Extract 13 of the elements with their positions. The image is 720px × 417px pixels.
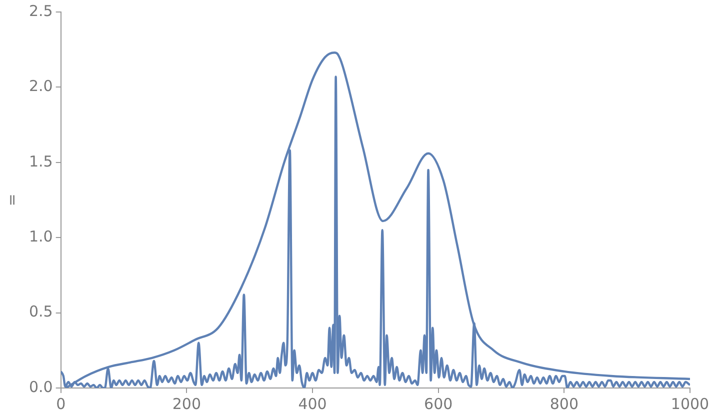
y-tick-label: 2.5: [28, 2, 53, 20]
x-tick-label: 600: [424, 394, 453, 413]
y-tick-label: 0.5: [28, 302, 53, 321]
x-tick-label: 200: [172, 394, 202, 413]
y-axis-title: =: [2, 194, 21, 206]
x-tick-label: 1000: [670, 394, 710, 413]
x-tick-label: 800: [550, 394, 578, 413]
y-tick-label: 1.5: [28, 152, 53, 170]
x-tick-label: 0: [56, 394, 66, 413]
y-tick-label: 1.0: [28, 227, 53, 246]
y-tick-label: 2.0: [28, 77, 53, 96]
x-tick-label: 400: [298, 394, 327, 413]
y-tick-label: 0.0: [28, 378, 53, 396]
